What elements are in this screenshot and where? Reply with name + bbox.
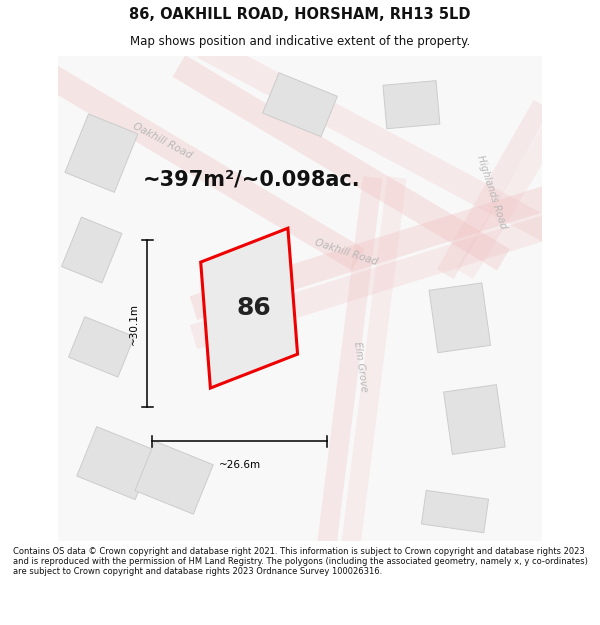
- Text: 86, OAKHILL ROAD, HORSHAM, RH13 5LD: 86, OAKHILL ROAD, HORSHAM, RH13 5LD: [129, 8, 471, 22]
- Polygon shape: [65, 114, 138, 192]
- Polygon shape: [263, 72, 337, 137]
- Polygon shape: [421, 491, 488, 532]
- Polygon shape: [135, 441, 213, 514]
- Polygon shape: [68, 317, 134, 377]
- Polygon shape: [201, 228, 298, 388]
- Text: Oakhill Road: Oakhill Road: [313, 238, 379, 268]
- Text: Highlands Road: Highlands Road: [475, 154, 508, 230]
- Text: 86: 86: [236, 296, 271, 320]
- Polygon shape: [58, 56, 542, 541]
- Polygon shape: [77, 427, 155, 499]
- Text: ~397m²/~0.098ac.: ~397m²/~0.098ac.: [143, 170, 361, 190]
- Text: Oakhill Road: Oakhill Road: [131, 121, 193, 161]
- Polygon shape: [443, 384, 505, 454]
- Polygon shape: [429, 283, 491, 352]
- Text: Map shows position and indicative extent of the property.: Map shows position and indicative extent…: [130, 35, 470, 48]
- Polygon shape: [62, 217, 122, 283]
- Text: ~26.6m: ~26.6m: [218, 459, 260, 469]
- Text: Elm Grove: Elm Grove: [352, 341, 369, 392]
- Text: Contains OS data © Crown copyright and database right 2021. This information is : Contains OS data © Crown copyright and d…: [13, 546, 588, 576]
- Text: ~30.1m: ~30.1m: [129, 303, 139, 345]
- Polygon shape: [383, 81, 440, 129]
